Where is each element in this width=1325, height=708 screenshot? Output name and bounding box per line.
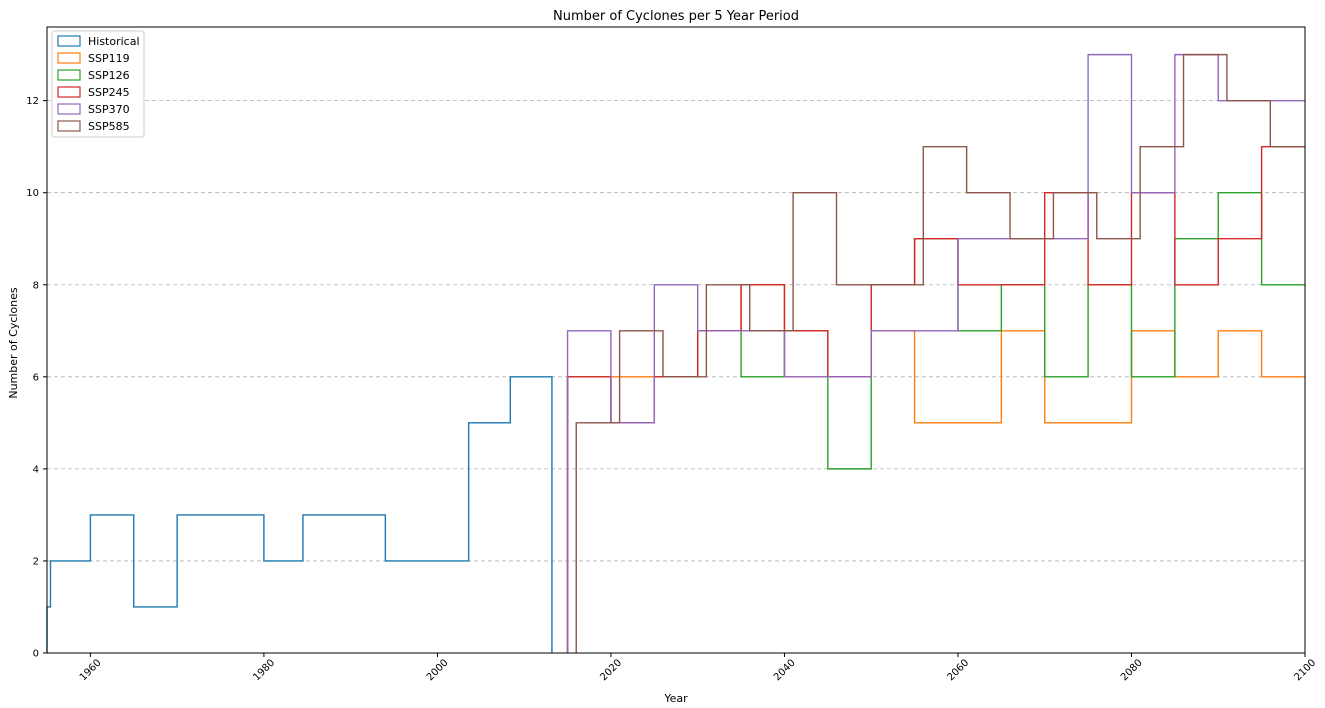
- legend-label: Historical: [88, 35, 140, 48]
- x-tick-label: 2060: [945, 657, 971, 683]
- legend-label: SSP126: [88, 69, 130, 82]
- y-tick-label: 12: [26, 96, 39, 107]
- y-tick-label: 8: [33, 280, 39, 291]
- y-tick-label: 4: [33, 464, 39, 475]
- y-tick-label: 0: [33, 649, 39, 660]
- legend-swatch: [57, 103, 81, 115]
- legend-label: SSP370: [88, 103, 130, 116]
- legend-swatch: [57, 86, 81, 98]
- plot-frame: [46, 26, 1306, 654]
- series-line-historical: [46, 376, 553, 653]
- y-tick-label: 2: [33, 556, 39, 567]
- series-line-ssp245: [566, 145, 1305, 653]
- legend: Historical SSP119 SSP126 SSP245 SSP370 SSP585: [51, 30, 145, 138]
- y-tick-label: 6: [33, 372, 39, 383]
- legend-swatch: [57, 69, 81, 81]
- x-tick-label: 1980: [251, 657, 277, 683]
- x-tick-label: 2040: [772, 657, 798, 683]
- y-tick-label: 10: [26, 188, 39, 199]
- legend-label: SSP585: [88, 120, 130, 133]
- x-tick-label: 2000: [425, 657, 451, 683]
- x-axis-ticks: 1960 1980 2000 2020 2040 2060 2080 2100: [78, 653, 1318, 683]
- x-tick-label: 1960: [78, 657, 104, 683]
- x-axis-label: Year: [663, 692, 688, 705]
- y-axis-ticks: 0 2 4 6 8 10 12: [26, 96, 47, 660]
- legend-swatch: [57, 52, 81, 64]
- x-tick-label: 2080: [1119, 657, 1145, 683]
- series-line-ssp585: [575, 53, 1305, 653]
- x-tick-label: 2100: [1292, 657, 1318, 683]
- legend-label: SSP119: [88, 52, 130, 65]
- legend-label: SSP245: [88, 86, 130, 99]
- grid-lines: [47, 100, 1305, 562]
- x-tick-label: 2020: [598, 657, 624, 683]
- chart-title: Number of Cyclones per 5 Year Period: [553, 9, 799, 24]
- series-line-ssp370: [566, 53, 1305, 653]
- legend-frame: [51, 30, 145, 138]
- series-lines: [46, 53, 1305, 653]
- legend-swatch: [57, 35, 81, 47]
- legend-swatch: [57, 120, 81, 132]
- y-axis-label: Number of Cyclones: [7, 287, 20, 399]
